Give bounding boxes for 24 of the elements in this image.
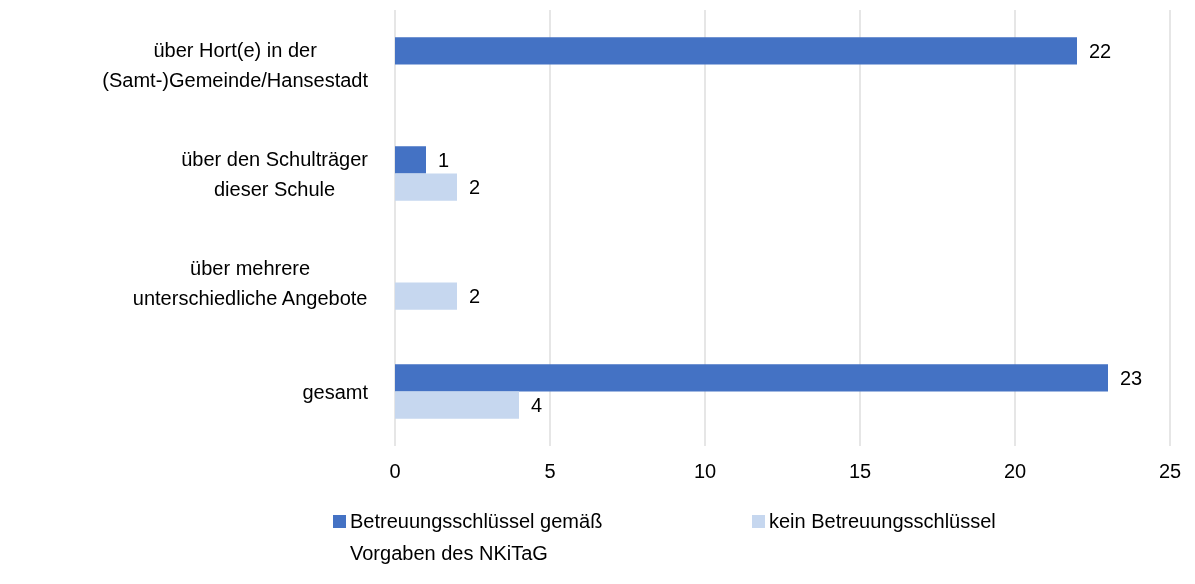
bar bbox=[395, 173, 457, 201]
bar bbox=[395, 282, 457, 310]
data-label: 2 bbox=[469, 285, 481, 308]
legend-label: Betreuungsschlüssel gemäß Vorgaben des NKiTaG bbox=[350, 510, 603, 564]
x-tick-label: 25 bbox=[1158, 460, 1182, 482]
bar bbox=[395, 364, 1108, 392]
y-tick-label: über Hort(e) in der (Samt-)Gemeinde/Hansestadt bbox=[102, 38, 369, 91]
data-label: 23 bbox=[1120, 366, 1143, 389]
x-tick-label: 10 bbox=[693, 460, 717, 482]
x-tick-label: 15 bbox=[848, 460, 872, 482]
x-tick-label: 5 bbox=[544, 460, 556, 482]
y-tick-label: über mehrere unterschiedliche Angebote bbox=[132, 256, 368, 309]
legend-label: kein Betreuungsschlüssel bbox=[769, 510, 996, 532]
x-tick-label: 0 bbox=[389, 460, 401, 482]
bar bbox=[395, 37, 1077, 65]
data-label: 1 bbox=[438, 148, 450, 171]
data-label: 2 bbox=[469, 176, 481, 199]
y-tick-label: über den Schulträger dieser Schule bbox=[181, 147, 369, 200]
data-label: 4 bbox=[531, 394, 543, 417]
y-tick-label: gesamt bbox=[302, 380, 369, 403]
bar bbox=[395, 391, 519, 419]
x-tick-label: 20 bbox=[1003, 460, 1027, 482]
bar bbox=[395, 146, 426, 174]
data-label: 22 bbox=[1089, 39, 1112, 62]
